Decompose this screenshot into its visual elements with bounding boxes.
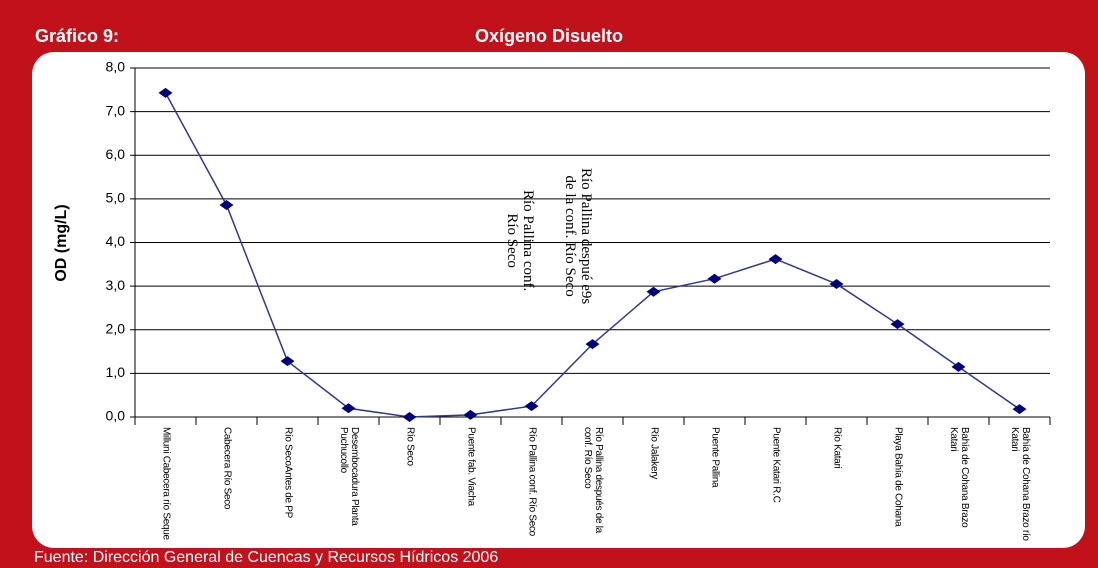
- y-axis-label: OD (mg/L): [53, 204, 70, 281]
- data-point: [890, 319, 905, 330]
- x-tick-label: Río Pallina conf. Río Seco: [526, 427, 537, 536]
- data-point: [585, 339, 600, 350]
- data-point: [402, 412, 417, 422]
- data-point: [1012, 404, 1027, 415]
- x-tick-label: Cabecera Río Seco: [221, 427, 232, 510]
- x-tick-label: Milluni Cabecera río Seque: [160, 427, 171, 540]
- y-tick-label: 1,0: [106, 364, 126, 380]
- y-tick-label: 8,0: [106, 59, 126, 75]
- annotation-line: Río Pallina despué e9s: [578, 168, 594, 305]
- chart-title: Oxígeno Disuelto: [474, 26, 624, 46]
- x-tick-label: Río Jalakery: [648, 427, 659, 479]
- x-tick-label: Desembocadura Planta Puchucollo: [337, 427, 360, 526]
- data-point: [524, 401, 539, 412]
- data-point: [768, 254, 783, 265]
- x-tick-label: Bahía de Cohana Brazo río Katari: [1008, 427, 1031, 541]
- annotation-line: Río Pallina conf.: [520, 190, 536, 292]
- y-tick-label: 4,0: [106, 233, 126, 249]
- y-tick-label: 6,0: [106, 146, 126, 162]
- annotation: Río Pallina conf. Río Seco: [504, 190, 536, 291]
- x-tick-label: Puente Katari R.C: [770, 427, 781, 503]
- figure-label: Gráfico 9:: [35, 26, 120, 46]
- x-tick-label: Bahía de Cohana Brazo Katari: [947, 427, 970, 528]
- data-point: [646, 286, 661, 297]
- data-point: [707, 273, 722, 284]
- annotation-line: Río Seco: [504, 213, 520, 268]
- source-note: Fuente: Dirección General de Cuencas y R…: [34, 549, 499, 566]
- y-tick-label: 7,0: [106, 102, 126, 118]
- y-tick-label: 0,0: [106, 408, 126, 424]
- annotation-line: de la conf. Río Seco: [562, 175, 578, 297]
- data-point: [219, 199, 234, 210]
- x-tick-label: Puente Pallina: [709, 427, 720, 488]
- x-tick-label: Río SecoAntes de PP: [282, 427, 293, 519]
- y-tick-label: 3,0: [106, 277, 126, 293]
- data-point: [158, 87, 173, 98]
- data-point: [341, 403, 356, 414]
- x-tick-label: Río Seco: [404, 427, 415, 466]
- y-tick-label: 5,0: [106, 190, 126, 206]
- x-tick-label: Río Katari: [831, 427, 842, 469]
- x-tick-label: Puente fab. Viacha: [465, 427, 476, 506]
- x-tick-label: Playa Bahía de Cohana: [892, 427, 903, 527]
- x-tick-label: Río Pallina después de la conf. Río Seco: [581, 427, 604, 533]
- annotation: Río Pallina despué e9s de la conf. Río Se…: [562, 168, 594, 304]
- data-point: [280, 356, 295, 367]
- chart-panel: [32, 52, 1085, 548]
- y-tick-label: 2,0: [106, 320, 126, 336]
- data-point: [829, 278, 844, 289]
- data-point: [463, 409, 478, 420]
- data-point: [951, 361, 966, 372]
